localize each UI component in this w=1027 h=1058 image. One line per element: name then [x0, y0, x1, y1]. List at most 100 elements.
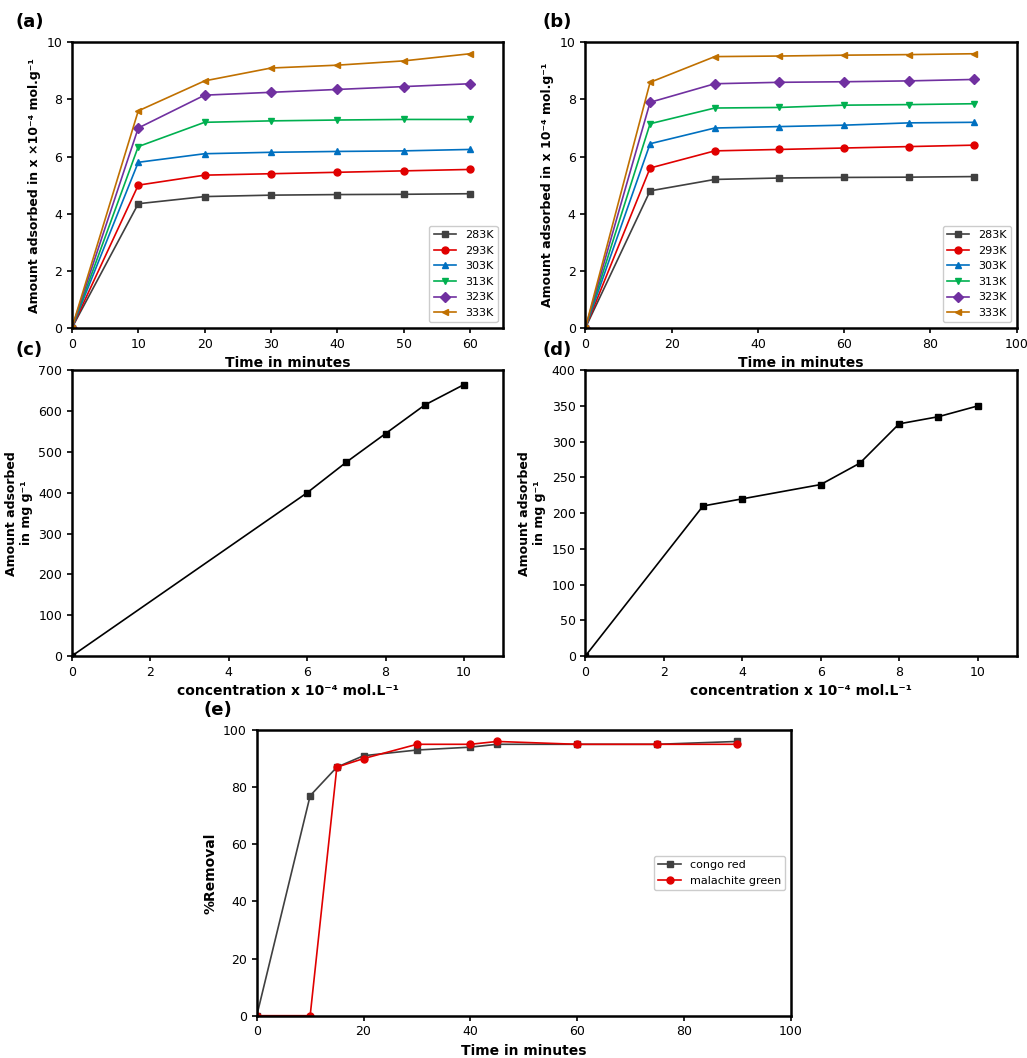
- 303K: [66, 322, 78, 334]
- 283K: [903, 170, 915, 183]
- 293K: [397, 164, 410, 177]
- malachite green: [464, 738, 477, 751]
- 293K: [838, 142, 850, 154]
- Text: (e): (e): [203, 700, 232, 718]
- 303K: [903, 116, 915, 129]
- 293K: [66, 322, 78, 334]
- Line: 283K: 283K: [69, 190, 473, 331]
- 293K: [265, 167, 277, 180]
- 283K: [773, 171, 786, 184]
- 323K: [773, 76, 786, 89]
- malachite green: [651, 738, 663, 751]
- 313K: [464, 113, 477, 126]
- congo red: [304, 789, 316, 802]
- Line: 293K: 293K: [582, 142, 977, 331]
- Line: 323K: 323K: [69, 80, 473, 331]
- 313K: [903, 98, 915, 111]
- 283K: [709, 174, 721, 186]
- 283K: [464, 187, 477, 200]
- 333K: [464, 48, 477, 60]
- congo red: [251, 1009, 263, 1022]
- Legend: congo red, malachite green: congo red, malachite green: [654, 856, 786, 890]
- 303K: [132, 156, 145, 168]
- 303K: [464, 143, 477, 156]
- 333K: [838, 49, 850, 61]
- 323K: [397, 80, 410, 93]
- Line: 313K: 313K: [582, 101, 977, 331]
- 293K: [579, 322, 592, 334]
- congo red: [731, 735, 744, 748]
- 323K: [967, 73, 980, 86]
- 313K: [838, 98, 850, 111]
- 333K: [709, 50, 721, 63]
- Y-axis label: Amount adsorbed in x 10⁻⁴ mol.g⁻¹: Amount adsorbed in x 10⁻⁴ mol.g⁻¹: [541, 63, 555, 307]
- 283K: [838, 171, 850, 184]
- 333K: [644, 76, 656, 89]
- malachite green: [571, 738, 583, 751]
- 333K: [773, 50, 786, 62]
- 293K: [903, 141, 915, 153]
- Legend: 283K, 293K, 303K, 313K, 323K, 333K: 283K, 293K, 303K, 313K, 323K, 333K: [943, 225, 1012, 323]
- 333K: [198, 74, 211, 87]
- Line: 313K: 313K: [69, 116, 473, 331]
- Line: malachite green: malachite green: [254, 738, 740, 1019]
- congo red: [357, 749, 370, 762]
- 333K: [265, 61, 277, 74]
- 313K: [265, 114, 277, 127]
- Y-axis label: %Removal: %Removal: [203, 833, 218, 913]
- 303K: [198, 147, 211, 160]
- Y-axis label: Amount adsorbed in x ×10⁻⁴ mol.g⁻¹: Amount adsorbed in x ×10⁻⁴ mol.g⁻¹: [28, 58, 41, 312]
- 323K: [331, 84, 343, 96]
- malachite green: [331, 761, 343, 773]
- Text: (c): (c): [15, 341, 43, 359]
- 283K: [66, 322, 78, 334]
- 293K: [709, 145, 721, 158]
- 303K: [967, 116, 980, 129]
- 333K: [903, 49, 915, 61]
- Line: congo red: congo red: [254, 738, 740, 1019]
- 333K: [132, 105, 145, 117]
- Line: 333K: 333K: [582, 51, 977, 331]
- congo red: [464, 741, 477, 753]
- 283K: [198, 190, 211, 203]
- 333K: [967, 48, 980, 60]
- 283K: [579, 322, 592, 334]
- Text: (a): (a): [15, 13, 44, 31]
- 283K: [265, 188, 277, 201]
- 323K: [838, 75, 850, 88]
- 303K: [838, 118, 850, 131]
- 333K: [579, 322, 592, 334]
- 293K: [967, 139, 980, 151]
- 333K: [397, 55, 410, 68]
- 293K: [644, 162, 656, 175]
- congo red: [491, 738, 503, 751]
- 313K: [644, 117, 656, 130]
- 313K: [331, 113, 343, 126]
- malachite green: [491, 735, 503, 748]
- Line: 333K: 333K: [69, 51, 473, 331]
- 333K: [66, 322, 78, 334]
- 313K: [132, 141, 145, 153]
- Y-axis label: Amount adsorbed
in mg g⁻¹: Amount adsorbed in mg g⁻¹: [4, 451, 33, 576]
- 323K: [903, 74, 915, 87]
- Y-axis label: Amount adsorbed
in mg g⁻¹: Amount adsorbed in mg g⁻¹: [519, 451, 546, 576]
- congo red: [651, 738, 663, 751]
- 283K: [331, 188, 343, 201]
- 323K: [198, 89, 211, 102]
- Line: 283K: 283K: [582, 174, 977, 331]
- 303K: [579, 322, 592, 334]
- 303K: [709, 122, 721, 134]
- 293K: [331, 166, 343, 179]
- malachite green: [304, 1009, 316, 1022]
- 293K: [464, 163, 477, 176]
- congo red: [411, 744, 423, 756]
- 323K: [66, 322, 78, 334]
- Text: (d): (d): [542, 341, 571, 359]
- 283K: [644, 184, 656, 197]
- Line: 303K: 303K: [69, 146, 473, 331]
- 303K: [331, 145, 343, 158]
- Line: 293K: 293K: [69, 166, 473, 331]
- 323K: [579, 322, 592, 334]
- malachite green: [411, 738, 423, 751]
- 323K: [265, 86, 277, 98]
